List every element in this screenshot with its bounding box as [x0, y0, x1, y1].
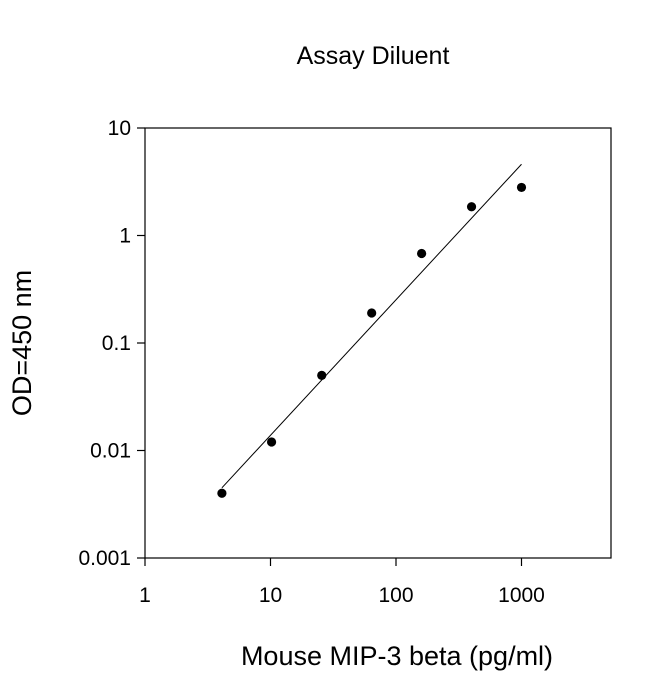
data-point [317, 370, 327, 380]
data-point [417, 248, 427, 259]
data-points [217, 182, 527, 498]
fit-line-layer [221, 163, 522, 489]
x-axis-label: Mouse MIP-3 beta (pg/ml) [241, 641, 553, 671]
x-tick-label: 100 [378, 584, 413, 607]
fit-line [221, 163, 522, 489]
y-axis-label: OD=450 nm [7, 270, 37, 416]
data-point [367, 308, 377, 318]
data-point [516, 182, 527, 193]
y-tick-label: 0.1 [102, 332, 131, 355]
y-tick-label: 1 [119, 225, 131, 248]
data-point [217, 488, 227, 498]
data-point [266, 437, 277, 447]
x-tick-label: 1 [139, 584, 151, 607]
plot-frame [144, 127, 612, 559]
data-point [466, 202, 477, 212]
x-tick-label: 10 [259, 584, 282, 607]
y-tick-label: 0.01 [90, 440, 131, 463]
chart-title: Assay Diluent [297, 42, 450, 70]
y-tick-label: 10 [108, 117, 131, 140]
y-axis-ticks: 0.001 0.01 0.1 1 10 [78, 117, 145, 570]
x-axis-ticks: 1 10 100 1000 [139, 558, 545, 607]
x-tick-label: 1000 [498, 584, 545, 607]
y-tick-label: 0.001 [78, 547, 131, 570]
